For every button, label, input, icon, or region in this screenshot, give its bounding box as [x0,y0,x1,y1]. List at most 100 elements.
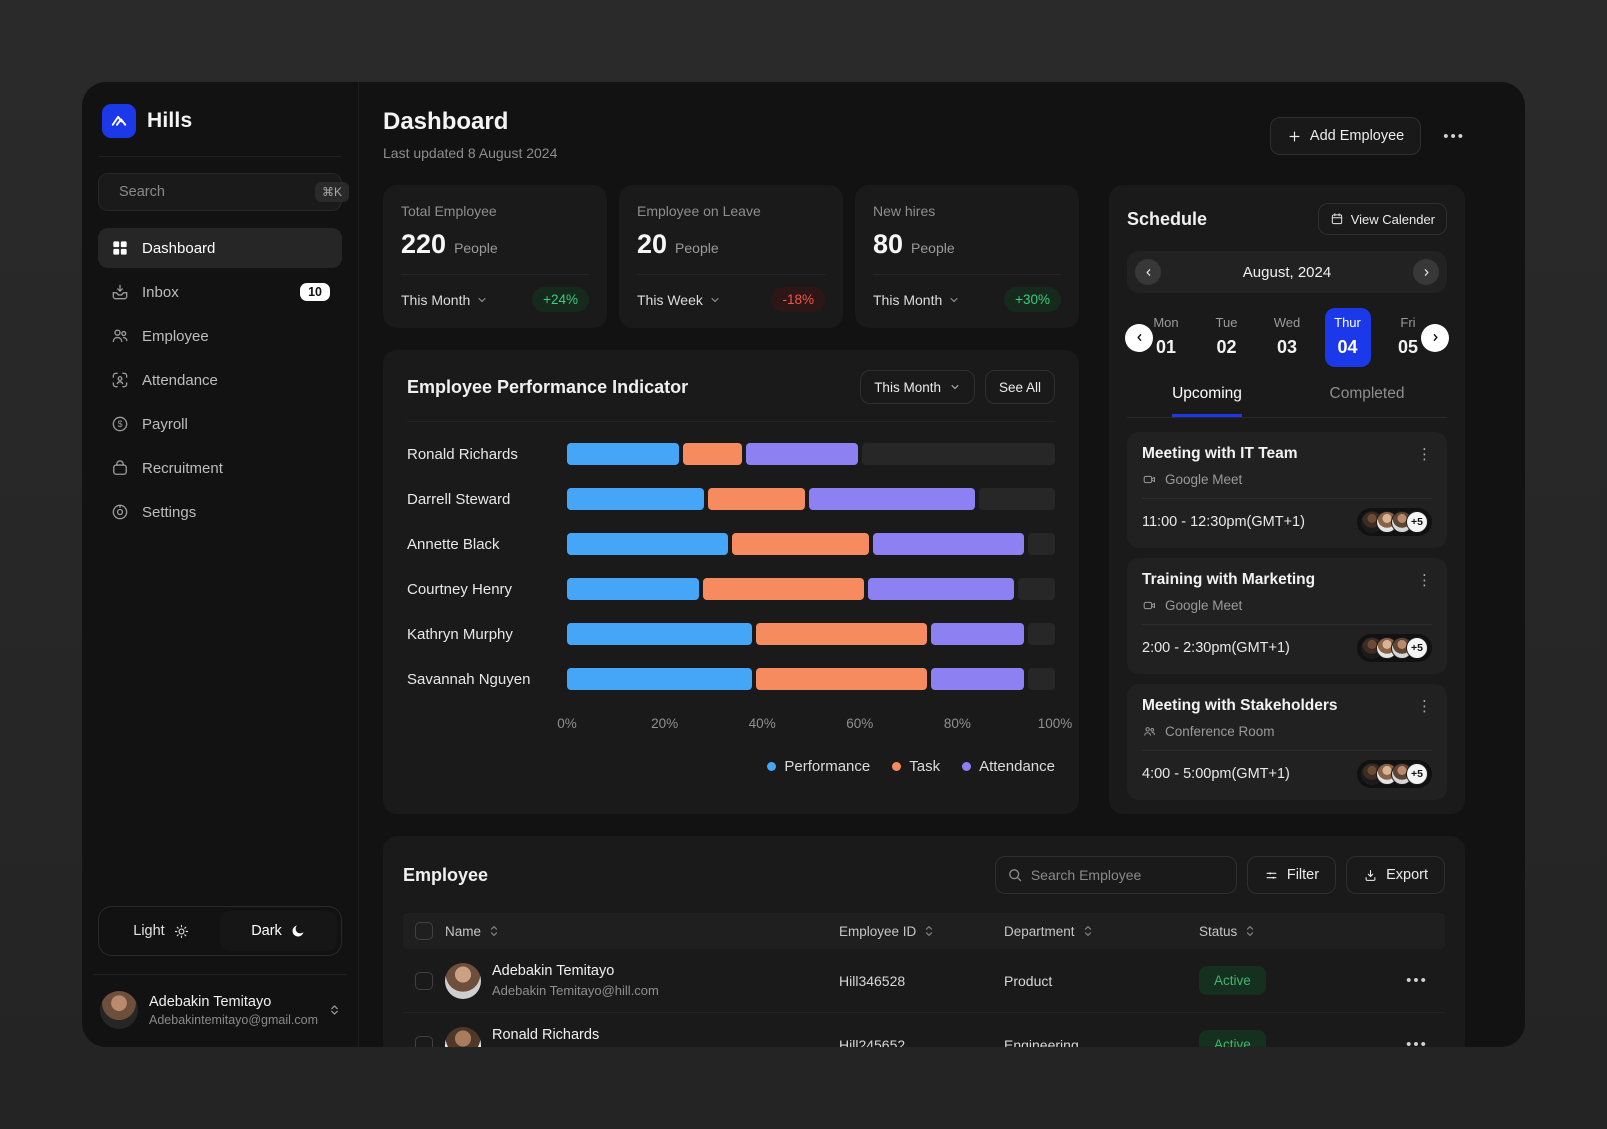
sidebar-item-recruitment[interactable]: Recruitment [98,448,342,488]
chart-bar-track [567,443,1055,465]
stat-unit: People [911,240,955,256]
next-month-button[interactable] [1413,259,1439,285]
column-header-name[interactable]: Name [445,924,839,939]
chevron-down-icon [950,297,958,302]
sidebar-item-label: Payroll [142,415,188,433]
bar-segment-attendance [745,443,859,465]
tab-label: Upcoming [1172,385,1242,417]
sidebar-item-label: Dashboard [142,239,216,257]
column-header-employee-id[interactable]: Employee ID [839,924,1004,939]
day-of-week: Wed [1273,315,1301,330]
sidebar-item-inbox[interactable]: Inbox 10 [98,272,342,312]
stat-period-dropdown[interactable]: This Month [401,292,488,308]
next-days-button[interactable] [1421,323,1449,352]
export-button[interactable]: Export [1346,856,1445,894]
add-employee-button[interactable]: Add Employee [1269,117,1422,155]
column-label: Department [1004,923,1075,939]
chart-title: Employee Performance Indicator [407,376,689,397]
sidebar-item-employee[interactable]: Employee [98,316,342,356]
employee-id-cell: Hill346528 [839,973,1004,989]
column-header-status[interactable]: Status [1199,924,1389,939]
stat-delta-badge: +30% [1004,287,1061,312]
plus-icon [1289,131,1300,141]
department-cell: Product [1004,973,1199,989]
bar-track-remainder [1018,578,1055,600]
meeting-location-label: Google Meet [1165,598,1243,613]
row-checkbox-cell [403,1035,445,1047]
sort-icon[interactable] [924,924,934,938]
stat-footer: This Week -18% [637,287,825,312]
divider [637,274,825,275]
divider [1142,624,1432,625]
meeting-card[interactable]: Meeting with IT Team ⋮ Google Meet 11:00… [1127,432,1447,548]
day-of-week: Tue [1215,315,1238,330]
meeting-menu-icon[interactable]: ⋮ [1417,572,1432,589]
sort-icon[interactable] [1245,924,1255,938]
chevron-right-icon [1424,268,1428,276]
stat-period-dropdown[interactable]: This Month [873,292,960,308]
meeting-card[interactable]: Training with Marketing ⋮ Google Meet 2:… [1127,558,1447,674]
chart-period-dropdown[interactable]: This Month [860,370,975,404]
sidebar-search[interactable]: ⌘K [98,173,350,211]
day-cell-fri-05[interactable]: Fri 05 [1385,308,1431,367]
day-number: 02 [1216,337,1237,357]
sort-icon[interactable] [1083,924,1093,938]
svg-text:$: $ [118,419,123,429]
view-calendar-button[interactable]: View Calender [1317,203,1447,235]
theme-dark-option[interactable]: Dark [220,911,337,951]
chart-legend: Performance Task Attendance [407,758,1055,775]
stat-card-total-employee: Total Employee 220 People This Month +24… [383,185,607,328]
meeting-list: Meeting with IT Team ⋮ Google Meet 11:00… [1127,432,1447,800]
department: Engineering [1004,1036,1079,1048]
employee-search-input[interactable] [1030,867,1225,883]
more-options-icon[interactable]: ••• [1443,127,1465,145]
tab-completed[interactable]: Completed [1287,385,1447,417]
day-cell-mon-01[interactable]: Mon 01 [1143,308,1189,367]
sidebar-item-settings[interactable]: Settings [98,492,342,532]
select-all-checkbox[interactable] [415,922,433,940]
inbox-count-badge: 10 [300,283,330,301]
inbox-icon [112,284,128,300]
table-row[interactable]: Ronald Richards Ronald Richards@hill.com… [403,1013,1445,1047]
chevron-up-down-icon[interactable] [329,1001,340,1019]
table-row[interactable]: Adebakin Temitayo Adebakin Temitayo@hill… [403,949,1445,1013]
row-menu-icon[interactable]: ••• [1406,1035,1428,1048]
search-input[interactable] [119,184,306,200]
day-cell-wed-03[interactable]: Wed 03 [1264,308,1310,367]
employee-id: Hill245652 [839,1036,906,1048]
sidebar-item-payroll[interactable]: $ Payroll [98,404,342,444]
stats-row: Total Employee 220 People This Month +24… [383,185,1079,328]
day-of-week: Fri [1400,315,1416,330]
previous-days-button[interactable] [1125,323,1153,352]
tab-upcoming[interactable]: Upcoming [1127,385,1287,417]
bar-track-remainder [979,488,1055,510]
stat-period-dropdown[interactable]: This Week [637,292,721,308]
column-header-department[interactable]: Department [1004,924,1199,939]
employee-actions: Filter Export [994,856,1445,894]
moon-icon [292,925,304,937]
see-all-button[interactable]: See All [984,370,1055,404]
row-checkbox[interactable] [415,971,433,990]
sort-icon[interactable] [489,924,499,938]
employee-name-text: Ronald Richards Ronald Richards@hill.com [492,1027,645,1047]
meeting-location-label: Conference Room [1165,724,1275,739]
divider [94,974,346,975]
day-cell-tue-02[interactable]: Tue 02 [1204,308,1250,367]
sidebar-item-attendance[interactable]: Attendance [98,360,342,400]
theme-light-option[interactable]: Light [103,911,220,951]
user-profile[interactable]: Adebakin Temitayo Adebakintemitayo@gmail… [98,991,342,1029]
row-checkbox[interactable] [415,1035,433,1047]
stat-value: 20 [637,229,668,259]
meeting-menu-icon[interactable]: ⋮ [1417,698,1432,715]
sidebar-item-dashboard[interactable]: Dashboard [98,228,342,268]
employee-search[interactable] [994,856,1237,894]
day-number: 01 [1155,337,1177,357]
day-cell-thur-04-selected[interactable]: Thur 04 [1324,308,1371,367]
schedule-panel: Schedule View Calender August, 2024 [1109,185,1465,814]
meeting-card[interactable]: Meeting with Stakeholders ⋮ Conference R… [1127,684,1447,800]
row-menu-icon[interactable]: ••• [1406,971,1428,989]
meeting-menu-icon[interactable]: ⋮ [1417,446,1432,463]
filter-button[interactable]: Filter [1246,856,1337,894]
row-actions-cell: ••• [1389,1036,1445,1048]
previous-month-button[interactable] [1135,259,1161,285]
